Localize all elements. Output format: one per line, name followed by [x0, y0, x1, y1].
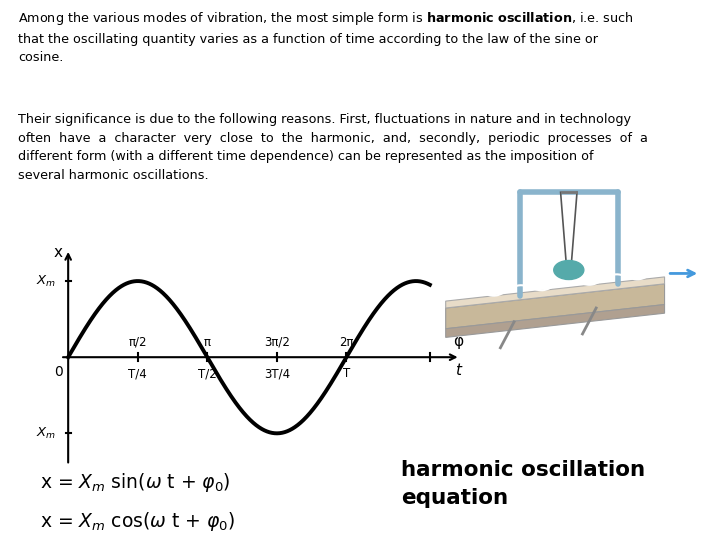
Text: Their significance is due to the following reasons. First, fluctuations in natur: Their significance is due to the followi… — [18, 113, 648, 182]
Circle shape — [554, 260, 584, 280]
Text: 3T/4: 3T/4 — [264, 367, 290, 380]
Polygon shape — [446, 277, 665, 308]
Text: x = $X_m$ sin($\omega$ t + $\varphi_0$): x = $X_m$ sin($\omega$ t + $\varphi_0$) — [40, 471, 230, 494]
Text: x: x — [54, 245, 63, 260]
Text: π/2: π/2 — [128, 336, 147, 349]
Text: T: T — [343, 367, 350, 380]
Text: x = $X_m$ cos($\omega$ t + $\varphi_0$): x = $X_m$ cos($\omega$ t + $\varphi_0$) — [40, 510, 235, 533]
Text: T/4: T/4 — [128, 367, 147, 380]
Text: t: t — [455, 363, 461, 379]
Text: harmonic oscillation
equation: harmonic oscillation equation — [402, 461, 646, 508]
Polygon shape — [446, 305, 665, 338]
Text: π: π — [204, 336, 211, 349]
Text: φ: φ — [453, 334, 463, 349]
Text: T/2: T/2 — [198, 367, 217, 380]
Text: Among the various modes of vibration, the most simple form is $\mathbf{harmonic\: Among the various modes of vibration, th… — [18, 10, 634, 64]
Text: $X_m$: $X_m$ — [36, 426, 55, 441]
Polygon shape — [446, 284, 665, 329]
Text: 2π: 2π — [339, 336, 354, 349]
Text: 0: 0 — [54, 365, 63, 379]
Text: 3π/2: 3π/2 — [264, 336, 289, 349]
Text: $X_m$: $X_m$ — [36, 274, 55, 288]
